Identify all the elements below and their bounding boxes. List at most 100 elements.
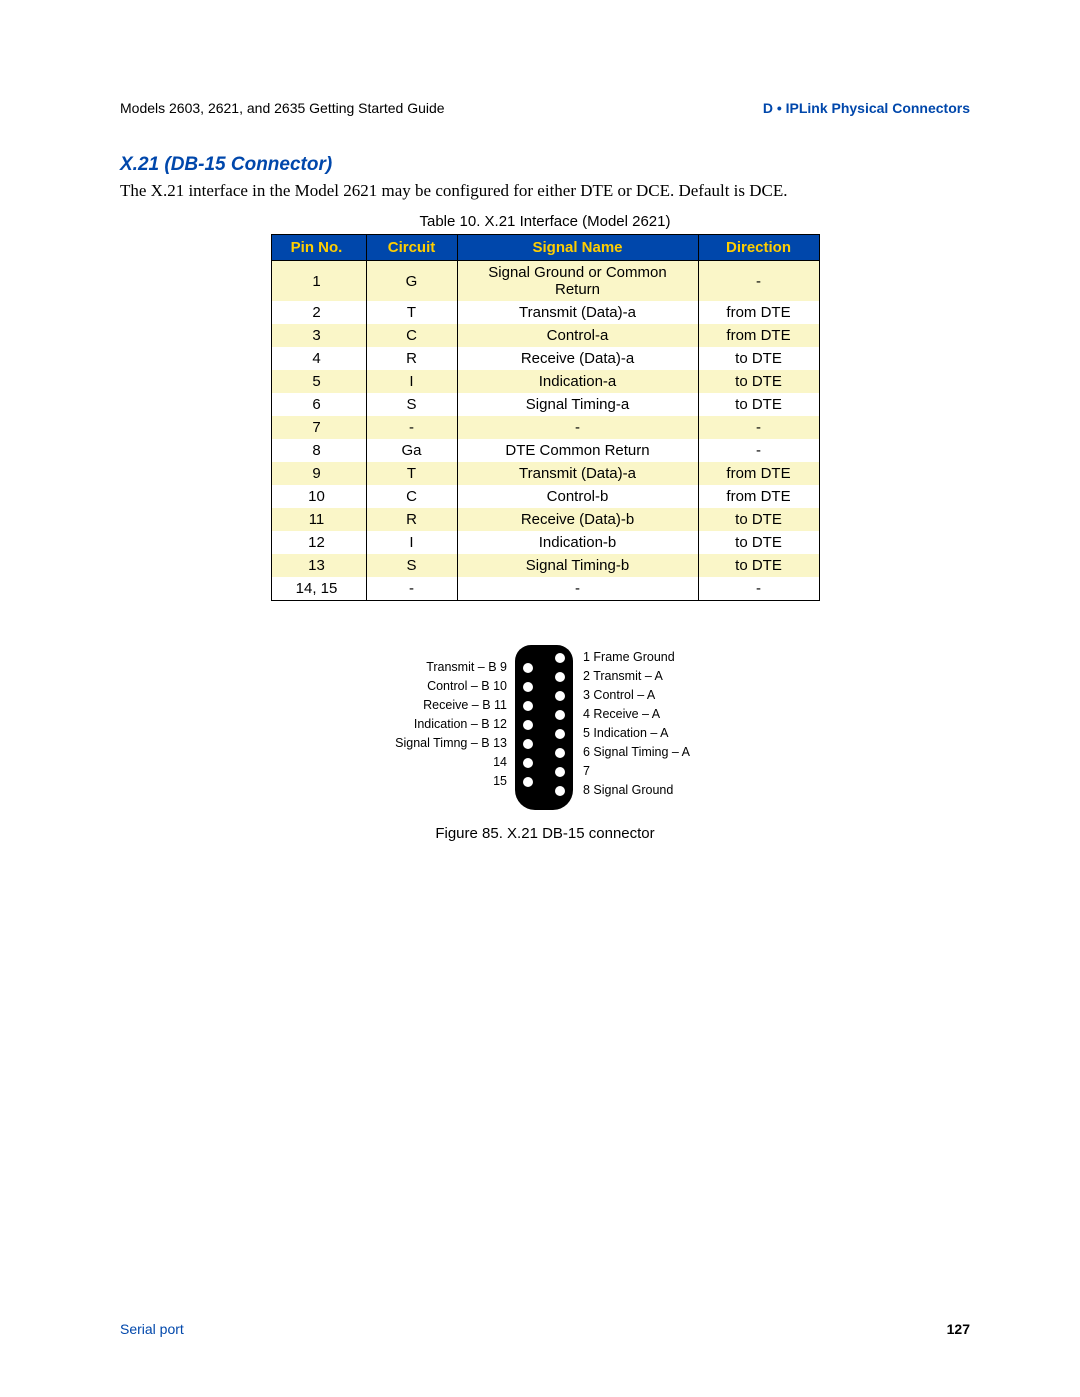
table-cell: Receive (Data)-a xyxy=(457,347,698,370)
footer-right: 127 xyxy=(947,1321,970,1337)
pin-table: Pin No. Circuit Signal Name Direction 1G… xyxy=(271,234,820,602)
table-cell: to DTE xyxy=(698,508,819,531)
table-cell: to DTE xyxy=(698,531,819,554)
table-cell: - xyxy=(457,416,698,439)
connector-diagram: Transmit – B 9Control – B 10Receive – B … xyxy=(335,639,755,819)
table-cell: - xyxy=(698,416,819,439)
table-cell: S xyxy=(366,554,457,577)
table-cell: - xyxy=(698,439,819,462)
table-cell: to DTE xyxy=(698,393,819,416)
table-cell: C xyxy=(366,324,457,347)
connector-label-right: 3 Control – A xyxy=(583,688,655,702)
table-row: 9TTransmit (Data)-afrom DTE xyxy=(271,462,819,485)
col-header-circuit: Circuit xyxy=(366,234,457,260)
table-cell: 2 xyxy=(271,301,366,324)
table-header-row: Pin No. Circuit Signal Name Direction xyxy=(271,234,819,260)
connector-label-right: 8 Signal Ground xyxy=(583,783,673,797)
footer-left: Serial port xyxy=(120,1321,184,1337)
table-cell: from DTE xyxy=(698,462,819,485)
connector-label-right: 1 Frame Ground xyxy=(583,650,675,664)
table-row: 11RReceive (Data)-bto DTE xyxy=(271,508,819,531)
table-cell: to DTE xyxy=(698,554,819,577)
table-cell: G xyxy=(366,260,457,301)
header-left: Models 2603, 2621, and 2635 Getting Star… xyxy=(120,100,445,116)
table-cell: to DTE xyxy=(698,370,819,393)
connector-label-left: Indication – B 12 xyxy=(414,717,507,731)
table-cell: - xyxy=(457,577,698,601)
table-row: 12IIndication-bto DTE xyxy=(271,531,819,554)
page: Models 2603, 2621, and 2635 Getting Star… xyxy=(0,0,1080,1397)
connector-label-left: Control – B 10 xyxy=(427,679,507,693)
table-cell: - xyxy=(366,577,457,601)
table-caption: Table 10. X.21 Interface (Model 2621) xyxy=(120,213,970,230)
table-cell: - xyxy=(366,416,457,439)
table-cell: 8 xyxy=(271,439,366,462)
table-cell: C xyxy=(366,485,457,508)
table-cell: Ga xyxy=(366,439,457,462)
table-cell: 13 xyxy=(271,554,366,577)
table-cell: I xyxy=(366,531,457,554)
table-cell: Transmit (Data)-a xyxy=(457,462,698,485)
figure-caption: Figure 85. X.21 DB-15 connector xyxy=(120,825,970,842)
table-cell: Signal Timing-b xyxy=(457,554,698,577)
table-row: 8GaDTE Common Return- xyxy=(271,439,819,462)
table-cell: from DTE xyxy=(698,485,819,508)
table-cell: to DTE xyxy=(698,347,819,370)
table-cell: 9 xyxy=(271,462,366,485)
table-cell: 3 xyxy=(271,324,366,347)
table-cell: 5 xyxy=(271,370,366,393)
table-cell: 1 xyxy=(271,260,366,301)
section-title: X.21 (DB-15 Connector) xyxy=(120,154,970,176)
table-cell: DTE Common Return xyxy=(457,439,698,462)
table-cell: from DTE xyxy=(698,324,819,347)
table-cell: Transmit (Data)-a xyxy=(457,301,698,324)
connector-label-left: 14 xyxy=(493,755,507,769)
table-row: 6SSignal Timing-ato DTE xyxy=(271,393,819,416)
col-header-signal: Signal Name xyxy=(457,234,698,260)
connector-label-right: 4 Receive – A xyxy=(583,707,660,721)
table-row: 2TTransmit (Data)-afrom DTE xyxy=(271,301,819,324)
table-row: 7--- xyxy=(271,416,819,439)
table-cell: 6 xyxy=(271,393,366,416)
table-cell: R xyxy=(366,508,457,531)
connector-label-right: 2 Transmit – A xyxy=(583,669,663,683)
col-header-pin: Pin No. xyxy=(271,234,366,260)
table-cell: 7 xyxy=(271,416,366,439)
table-row: 4RReceive (Data)-ato DTE xyxy=(271,347,819,370)
table-cell: T xyxy=(366,462,457,485)
table-cell: I xyxy=(366,370,457,393)
table-row: 5IIndication-ato DTE xyxy=(271,370,819,393)
table-row: 1GSignal Ground or Common Return- xyxy=(271,260,819,301)
table-cell: from DTE xyxy=(698,301,819,324)
connector-label-right: 7 xyxy=(583,764,590,778)
table-cell: S xyxy=(366,393,457,416)
header-right: D • IPLink Physical Connectors xyxy=(763,100,970,116)
connector-label-right: 5 Indication – A xyxy=(583,726,668,740)
table-cell: 11 xyxy=(271,508,366,531)
page-footer: Serial port 127 xyxy=(120,1321,970,1337)
table-cell: Receive (Data)-b xyxy=(457,508,698,531)
table-cell: Signal Timing-a xyxy=(457,393,698,416)
table-cell: - xyxy=(698,260,819,301)
page-header: Models 2603, 2621, and 2635 Getting Star… xyxy=(120,100,970,116)
table-cell: 14, 15 xyxy=(271,577,366,601)
connector-label-left: Receive – B 11 xyxy=(423,698,507,712)
table-cell: Indication-b xyxy=(457,531,698,554)
section-body: The X.21 interface in the Model 2621 may… xyxy=(120,180,970,203)
table-cell: Signal Ground or Common Return xyxy=(457,260,698,301)
connector-label-left: 15 xyxy=(493,774,507,788)
table-cell: Control-a xyxy=(457,324,698,347)
table-cell: - xyxy=(698,577,819,601)
col-header-dir: Direction xyxy=(698,234,819,260)
table-row: 14, 15--- xyxy=(271,577,819,601)
table-cell: 10 xyxy=(271,485,366,508)
table-row: 13SSignal Timing-bto DTE xyxy=(271,554,819,577)
connector-label-right: 6 Signal Timing – A xyxy=(583,745,690,759)
table-cell: 4 xyxy=(271,347,366,370)
table-row: 10CControl-bfrom DTE xyxy=(271,485,819,508)
table-cell: 12 xyxy=(271,531,366,554)
table-cell: T xyxy=(366,301,457,324)
table-cell: Control-b xyxy=(457,485,698,508)
connector-label-left: Signal Timng – B 13 xyxy=(395,736,507,750)
table-cell: Indication-a xyxy=(457,370,698,393)
